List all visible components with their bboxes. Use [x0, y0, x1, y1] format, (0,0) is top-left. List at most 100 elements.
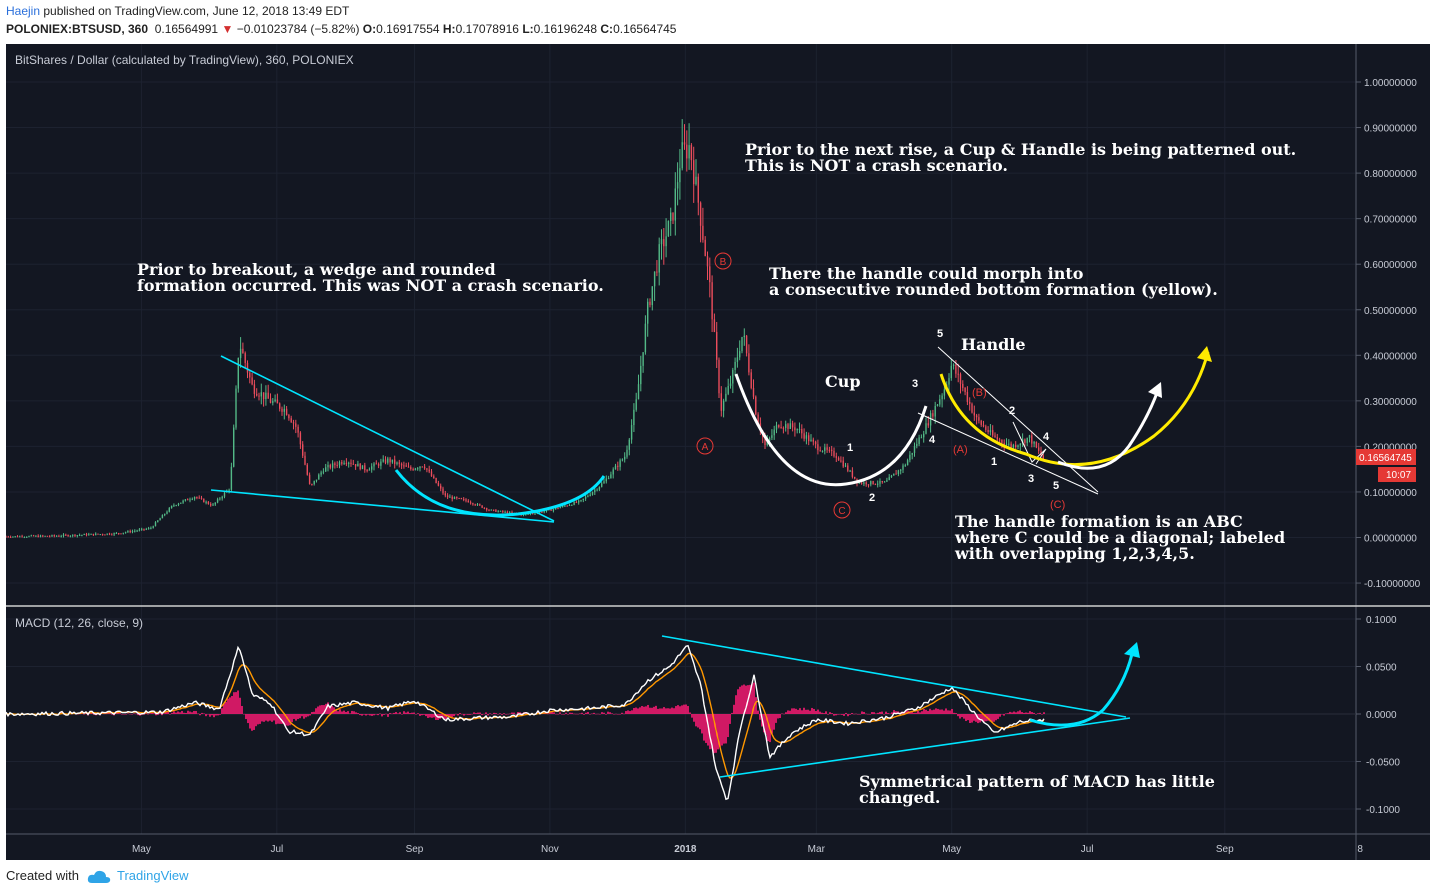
candle-body — [157, 520, 159, 523]
macd-histogram-bar — [637, 708, 639, 714]
candle-body — [980, 420, 982, 425]
macd-histogram-bar — [873, 712, 875, 714]
macd-histogram-bar — [891, 712, 893, 714]
macd-histogram-bar — [789, 710, 791, 714]
macd-histogram-bar — [399, 712, 401, 714]
candle-body — [138, 529, 141, 531]
candle-body — [331, 463, 334, 468]
candle-body — [860, 482, 863, 484]
candle-body — [656, 271, 658, 273]
macd-histogram-bar — [105, 713, 107, 715]
macd-histogram-bar — [749, 684, 751, 714]
macd-histogram-bar — [665, 708, 667, 714]
macd-histogram-bar — [957, 714, 959, 717]
macd-histogram-bar — [183, 712, 185, 714]
macd-histogram-bar — [497, 714, 499, 715]
candle-body — [1008, 443, 1010, 445]
candle-body — [322, 471, 325, 473]
macd-histogram-bar — [577, 713, 579, 715]
macd-histogram-bar — [939, 709, 941, 714]
candle-body — [175, 505, 177, 507]
candle-body — [141, 528, 143, 530]
macd-histogram-bar — [679, 706, 681, 714]
candle-body — [446, 495, 449, 498]
candle-body — [543, 511, 545, 513]
macd-histogram-bar — [615, 713, 617, 715]
price-tick-label: 0.40000000 — [1364, 351, 1417, 362]
macd-histogram-bar — [317, 706, 319, 714]
candle-body — [329, 465, 331, 468]
candle-body — [808, 435, 810, 442]
candle-body — [1017, 445, 1019, 448]
candle-body — [115, 533, 118, 535]
candle-body — [430, 471, 433, 477]
macd-histogram-bar — [567, 714, 569, 715]
candle-body — [713, 319, 716, 332]
macd-histogram-bar — [737, 689, 739, 714]
candle-body — [196, 496, 198, 498]
candle-body — [716, 331, 718, 360]
macd-histogram-bar — [129, 713, 131, 715]
candle-body — [99, 534, 101, 536]
macd-histogram-bar — [213, 714, 215, 718]
macd-histogram-bar — [597, 713, 599, 715]
macd-histogram-bar — [647, 704, 649, 714]
macd-histogram-bar — [313, 711, 315, 714]
macd-histogram-bar — [365, 714, 367, 716]
candle-body — [396, 462, 398, 464]
candle-body — [488, 509, 490, 511]
candle-body — [872, 481, 874, 485]
macd-histogram-bar — [619, 714, 621, 715]
candle-body — [929, 413, 932, 426]
candle-body — [626, 449, 628, 457]
candle-body — [1035, 441, 1038, 448]
macd-histogram-bar — [277, 714, 279, 724]
macd-histogram-bar — [427, 714, 429, 718]
macd-histogram-bar — [697, 714, 699, 728]
chart-canvas[interactable]: 1.00000000 0.90000000 0.80000000 0.70000000… — [6, 44, 1430, 860]
candle-body — [773, 429, 775, 436]
candle-body — [828, 449, 831, 451]
macd-upper-trendline — [661, 635, 1127, 718]
macd-histogram-bar — [201, 712, 203, 714]
yellow-arrow-icon — [1197, 346, 1212, 362]
macd-histogram-bar — [933, 709, 935, 714]
macd-histogram-bar — [469, 714, 471, 715]
candle-body — [610, 474, 612, 479]
candle-body — [338, 462, 341, 466]
author-link[interactable]: Haejin — [6, 4, 41, 18]
candle-body — [985, 426, 987, 430]
candle-body — [423, 466, 426, 469]
candle-body — [665, 236, 667, 247]
candle-body — [932, 413, 934, 417]
tradingview-link[interactable]: TradingView — [117, 868, 189, 883]
macd-histogram-bar — [657, 708, 659, 714]
macd-histogram-bar — [237, 690, 239, 714]
macd-histogram-bar — [461, 713, 463, 715]
created-with-text: Created with — [6, 868, 79, 883]
candle-body — [679, 168, 681, 183]
candle-body — [127, 531, 129, 533]
macd-histogram-bar — [339, 709, 341, 714]
macd-histogram-bar — [417, 713, 419, 714]
candle-body — [26, 536, 28, 538]
candle-body — [30, 535, 32, 537]
candle-body — [649, 301, 651, 306]
macd-histogram-bar — [565, 712, 567, 714]
macd-histogram-bar — [593, 712, 595, 714]
candle-body — [630, 425, 633, 440]
macd-title: MACD (12, 26, close, 9) — [15, 616, 143, 630]
macd-tick-label: -0.1000 — [1366, 805, 1400, 816]
macd-histogram-bar — [433, 714, 435, 718]
macd-histogram-bar — [729, 714, 731, 724]
candle-body — [200, 497, 203, 499]
macd-histogram-bar — [259, 714, 261, 724]
candle-body — [285, 408, 288, 416]
candle-body — [410, 467, 412, 470]
candle-body — [113, 533, 115, 535]
candle-body — [479, 504, 481, 506]
macd-histogram-bar — [375, 714, 377, 715]
candle-body — [51, 535, 53, 537]
candle-body — [101, 534, 104, 536]
candle-body — [32, 535, 35, 537]
